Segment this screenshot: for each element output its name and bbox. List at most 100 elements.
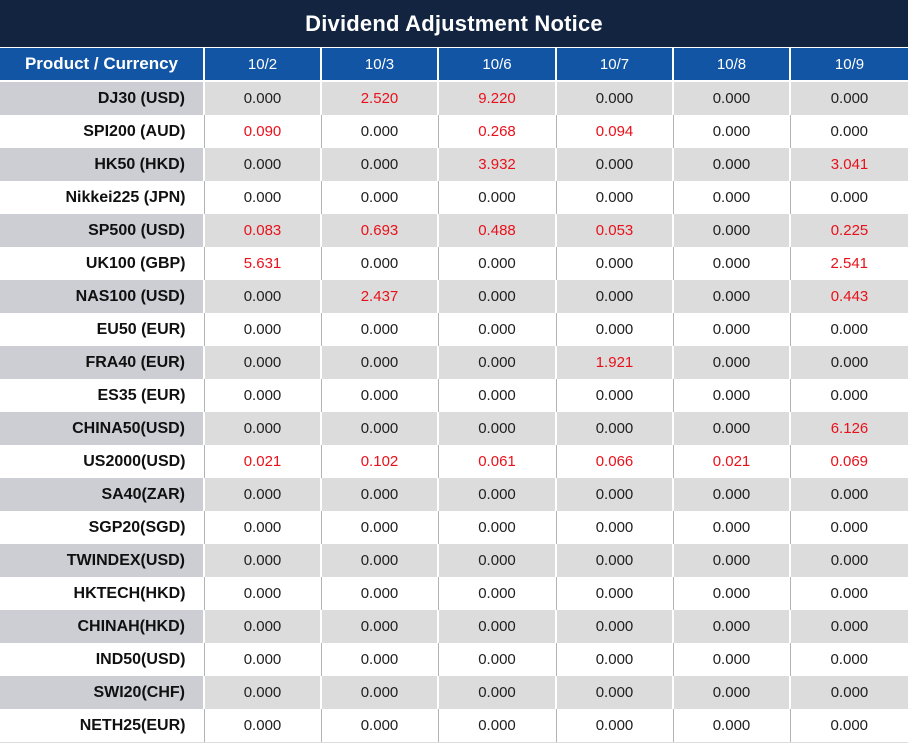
value-cell: 0.000	[204, 544, 322, 577]
value-cell: 0.693	[321, 214, 439, 247]
value-cell: 0.000	[438, 577, 557, 610]
value-cell: 0.000	[556, 577, 674, 610]
value-cell: 0.000	[673, 214, 791, 247]
value-cell: 0.000	[556, 412, 674, 445]
value-cell: 0.000	[556, 181, 674, 214]
table-row: SWI20(CHF) 0.000 0.000 0.000 0.000 0.000 0.000	[0, 676, 908, 709]
value-cell: 0.090	[204, 115, 322, 148]
value-cell: 0.000	[673, 181, 791, 214]
value-cell: 0.000	[673, 148, 791, 181]
value-cell: 0.000	[790, 709, 908, 743]
value-cell: 0.000	[204, 610, 322, 643]
value-cell: 0.000	[321, 478, 439, 511]
table-row: NETH25(EUR) 0.000 0.000 0.000 0.000 0.000 0.00…	[0, 709, 908, 743]
product-cell: UK100 (GBP)	[0, 247, 205, 280]
value-cell: 0.000	[204, 709, 322, 743]
value-cell: 0.000	[438, 709, 557, 743]
value-cell: 0.000	[321, 313, 439, 346]
product-cell: Nikkei225 (JPN)	[0, 181, 205, 214]
value-cell: 0.000	[321, 709, 439, 743]
header-row: Product / Currency 10/2 10/3 10/6 10/7 10/8 1…	[0, 48, 908, 82]
value-cell: 0.000	[790, 676, 908, 709]
product-cell: HK50 (HKD)	[0, 148, 205, 181]
value-cell: 0.066	[556, 445, 674, 478]
value-cell: 2.541	[790, 247, 908, 280]
value-cell: 0.000	[673, 379, 791, 412]
value-cell: 0.061	[438, 445, 557, 478]
value-cell: 0.000	[556, 610, 674, 643]
value-cell: 0.000	[204, 148, 322, 181]
table-row: HK50 (HKD) 0.000 0.000 3.932 0.000 0.000 3.041	[0, 148, 908, 181]
value-cell: 0.000	[790, 511, 908, 544]
table-row: US2000(USD) 0.021 0.102 0.061 0.066 0.021 0.06…	[0, 445, 908, 478]
value-cell: 1.921	[556, 346, 674, 379]
value-cell: 0.000	[556, 676, 674, 709]
value-cell: 0.069	[790, 445, 908, 478]
value-cell: 0.000	[673, 412, 791, 445]
product-cell: ES35 (EUR)	[0, 379, 205, 412]
table-row: HKTECH(HKD) 0.000 0.000 0.000 0.000 0.000 0.00…	[0, 577, 908, 610]
value-cell: 0.000	[673, 610, 791, 643]
value-cell: 0.000	[204, 643, 322, 676]
value-cell: 0.000	[204, 511, 322, 544]
table-row: SGP20(SGD) 0.000 0.000 0.000 0.000 0.000 0.000	[0, 511, 908, 544]
date-column-header: 10/3	[321, 48, 439, 82]
product-cell: NAS100 (USD)	[0, 280, 205, 313]
product-cell: CHINA50(USD)	[0, 412, 205, 445]
value-cell: 0.000	[438, 544, 557, 577]
date-column-header: 10/6	[438, 48, 557, 82]
value-cell: 0.083	[204, 214, 322, 247]
table-row: Nikkei225 (JPN) 0.000 0.000 0.000 0.000 0.000…	[0, 181, 908, 214]
value-cell: 0.225	[790, 214, 908, 247]
value-cell: 0.000	[556, 313, 674, 346]
value-cell: 0.268	[438, 115, 557, 148]
product-cell: FRA40 (EUR)	[0, 346, 205, 379]
value-cell: 0.000	[673, 478, 791, 511]
value-cell: 0.000	[204, 313, 322, 346]
value-cell: 0.000	[673, 115, 791, 148]
dividend-table: Product / Currency 10/2 10/3 10/6 10/7 10/8 1…	[0, 48, 908, 743]
product-cell: SGP20(SGD)	[0, 511, 205, 544]
value-cell: 0.094	[556, 115, 674, 148]
value-cell: 2.520	[321, 81, 439, 115]
value-cell: 0.000	[673, 676, 791, 709]
value-cell: 0.000	[321, 412, 439, 445]
value-cell: 0.021	[204, 445, 322, 478]
value-cell: 0.000	[556, 709, 674, 743]
value-cell: 0.000	[673, 346, 791, 379]
value-cell: 0.000	[790, 181, 908, 214]
value-cell: 0.000	[321, 577, 439, 610]
value-cell: 0.000	[556, 280, 674, 313]
product-cell: TWINDEX(USD)	[0, 544, 205, 577]
value-cell: 0.000	[204, 181, 322, 214]
value-cell: 5.631	[204, 247, 322, 280]
table-row: EU50 (EUR) 0.000 0.000 0.000 0.000 0.000 0.000	[0, 313, 908, 346]
value-cell: 0.000	[438, 346, 557, 379]
value-cell: 0.000	[790, 115, 908, 148]
table-row: FRA40 (EUR) 0.000 0.000 0.000 1.921 0.000 0.00…	[0, 346, 908, 379]
table-row: SP500 (USD) 0.083 0.693 0.488 0.053 0.000 0.22…	[0, 214, 908, 247]
product-cell: SA40(ZAR)	[0, 478, 205, 511]
table-row: UK100 (GBP) 5.631 0.000 0.000 0.000 0.000 2.54…	[0, 247, 908, 280]
value-cell: 0.000	[673, 81, 791, 115]
value-cell: 0.443	[790, 280, 908, 313]
date-column-header: 10/9	[790, 48, 908, 82]
value-cell: 0.000	[204, 346, 322, 379]
value-cell: 0.000	[438, 280, 557, 313]
value-cell: 0.000	[438, 313, 557, 346]
value-cell: 0.000	[556, 511, 674, 544]
product-cell: CHINAH(HKD)	[0, 610, 205, 643]
value-cell: 0.000	[790, 346, 908, 379]
value-cell: 0.000	[556, 544, 674, 577]
value-cell: 0.053	[556, 214, 674, 247]
table-row: IND50(USD) 0.000 0.000 0.000 0.000 0.000 0.000	[0, 643, 908, 676]
value-cell: 0.000	[204, 577, 322, 610]
value-cell: 0.000	[321, 148, 439, 181]
value-cell: 0.000	[438, 676, 557, 709]
product-cell: DJ30 (USD)	[0, 81, 205, 115]
product-cell: IND50(USD)	[0, 643, 205, 676]
value-cell: 0.000	[438, 379, 557, 412]
value-cell: 0.000	[438, 610, 557, 643]
value-cell: 0.000	[321, 643, 439, 676]
